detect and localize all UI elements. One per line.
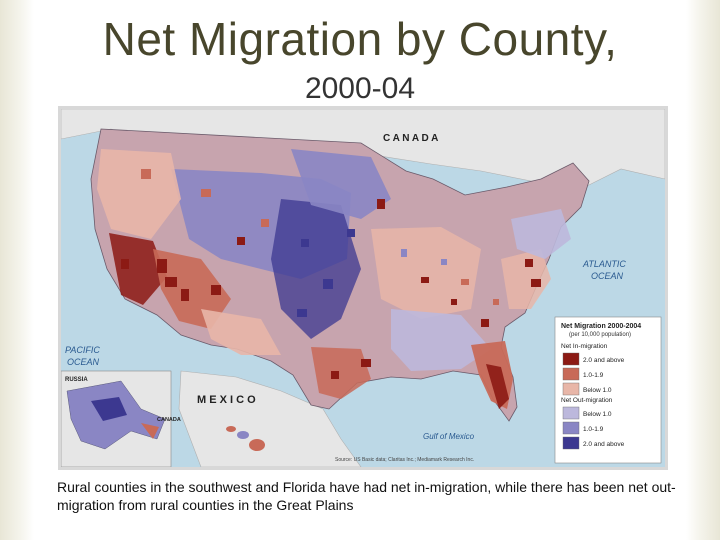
slide-title: Net Migration by County, (102, 13, 618, 65)
legend-out-heading: Net Out-migration (561, 397, 613, 404)
slide-subtitle: 2000-04 (304, 72, 416, 105)
legend-out-label-2: 2.0 and above (583, 441, 625, 448)
legend-in-swatch-2 (562, 382, 580, 396)
label-pacific-2: OCEAN (67, 357, 100, 367)
slide-caption: Rural counties in the southwest and Flor… (57, 479, 676, 513)
legend-title: Net Migration 2000-2004 (561, 323, 641, 330)
legend-in-label-2: Below 1.0 (583, 387, 612, 394)
label-canada: C A N A D A (383, 133, 438, 144)
legend-in-swatch-1 (562, 367, 580, 381)
right-decorative-band (686, 0, 720, 540)
label-atlantic-2: OCEAN (591, 271, 624, 281)
hawaii-inset (226, 426, 265, 451)
label-gulf: Gulf of Mexico (423, 432, 475, 441)
legend-in-label-0: 2.0 and above (583, 357, 625, 364)
alaska-inset (61, 370, 172, 467)
legend-out-label-0: Below 1.0 (583, 411, 612, 418)
legend-out-items: Below 1.0 1.0-1.9 2.0 and above (562, 406, 625, 450)
usa-counties (90, 128, 590, 422)
mexico-land (178, 370, 362, 467)
legend-subtitle: (per 10,000 population) (569, 332, 631, 338)
label-mexico: M E X I C O (197, 394, 256, 406)
legend-in-items: 2.0 and above 1.0-1.9 Below 1.0 (562, 352, 625, 396)
label-inset-canada: CANADA (157, 417, 181, 423)
map-legend: Net Migration 2000-2004 (per 10,000 popu… (554, 316, 662, 464)
map-svg: C A N A D A M E X I C O PACIFIC OCEAN AT… (61, 109, 665, 467)
label-atlantic-1: ATLANTIC (582, 259, 626, 269)
legend-out-label-1: 1.0-1.9 (583, 426, 604, 433)
legend-out-swatch-1 (562, 421, 580, 435)
map-source: Source: US Basic data; Claritas Inc.; Me… (335, 457, 474, 463)
legend-out-swatch-0 (562, 406, 580, 420)
legend-in-heading: Net In-migration (561, 343, 608, 350)
legend-in-label-1: 1.0-1.9 (583, 372, 604, 379)
label-pacific-1: PACIFIC (65, 345, 100, 355)
county-speckles (121, 169, 541, 379)
migration-map: C A N A D A M E X I C O PACIFIC OCEAN AT… (58, 106, 668, 470)
legend-out-swatch-2 (562, 436, 580, 450)
left-decorative-band (0, 0, 34, 540)
label-russia: RUSSIA (65, 377, 88, 383)
legend-in-swatch-0 (562, 352, 580, 366)
